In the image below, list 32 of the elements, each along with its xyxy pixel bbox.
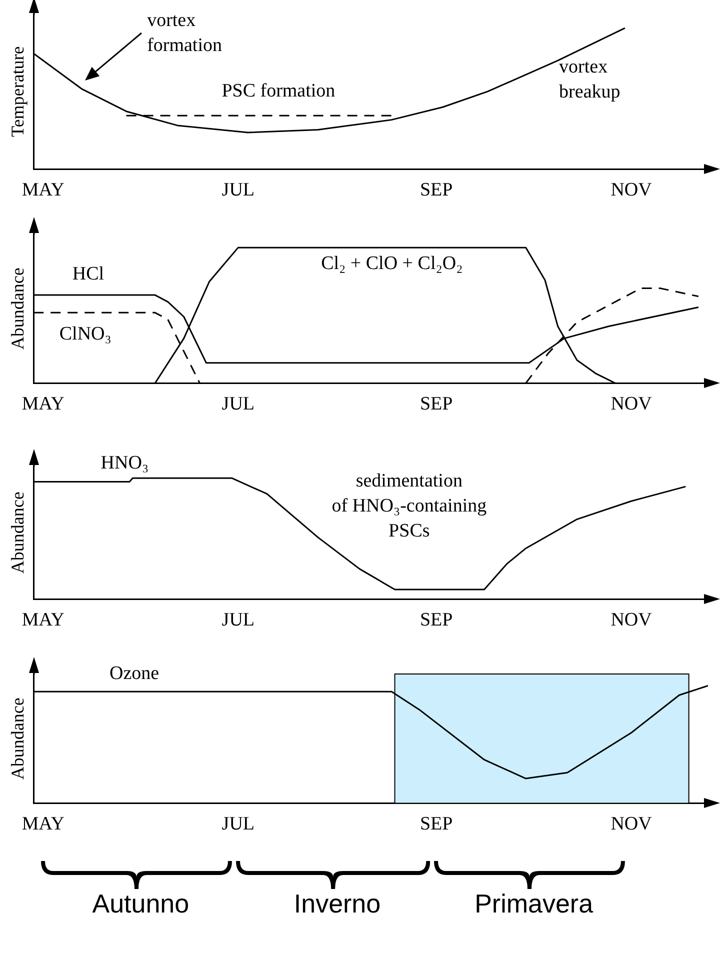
x-tick-label: JUL xyxy=(222,180,255,201)
text: Autunno xyxy=(92,888,190,918)
series-label: Ozone xyxy=(109,662,160,684)
x-tick-label: SEP xyxy=(420,394,453,415)
series-label: HCl xyxy=(72,264,104,285)
x-tick-label: SEP xyxy=(420,814,453,835)
x-tick-label: NOV xyxy=(610,610,652,631)
x-tick-label: NOV xyxy=(610,814,652,835)
x-tick-label: MAY xyxy=(22,610,65,631)
x-tick-label: JUL xyxy=(222,814,255,835)
series-label: HNO₃ xyxy=(100,452,149,474)
x-tick-label: NOV xyxy=(610,394,652,415)
x-tick-label: NOV xyxy=(610,180,652,201)
annotation: vortex breakup xyxy=(559,56,620,103)
series-label: ClNO₃ xyxy=(59,323,112,344)
x-tick-label: SEP xyxy=(420,610,453,631)
x-tick-label: MAY xyxy=(22,180,65,201)
y-axis-title: Abundance xyxy=(8,492,28,574)
y-axis-title: Abundance xyxy=(8,268,28,350)
y-axis-title: Abundance xyxy=(8,698,28,780)
annotation: PSC formation xyxy=(222,80,336,102)
x-tick-label: SEP xyxy=(420,180,453,201)
x-tick-label: MAY xyxy=(22,814,65,835)
text: Inverno xyxy=(294,888,381,918)
y-axis-title: Temperature xyxy=(8,46,28,137)
annotation: vortex formation xyxy=(147,10,222,56)
x-tick-label: JUL xyxy=(222,394,255,415)
annotation: sedimentation of HNO₃-containing PSCs xyxy=(332,470,488,542)
x-tick-label: JUL xyxy=(222,610,255,631)
text: Primavera xyxy=(474,888,594,918)
series-label: Cl₂ + ClO + Cl₂O₂ xyxy=(321,252,463,274)
x-tick-label: MAY xyxy=(22,394,65,415)
